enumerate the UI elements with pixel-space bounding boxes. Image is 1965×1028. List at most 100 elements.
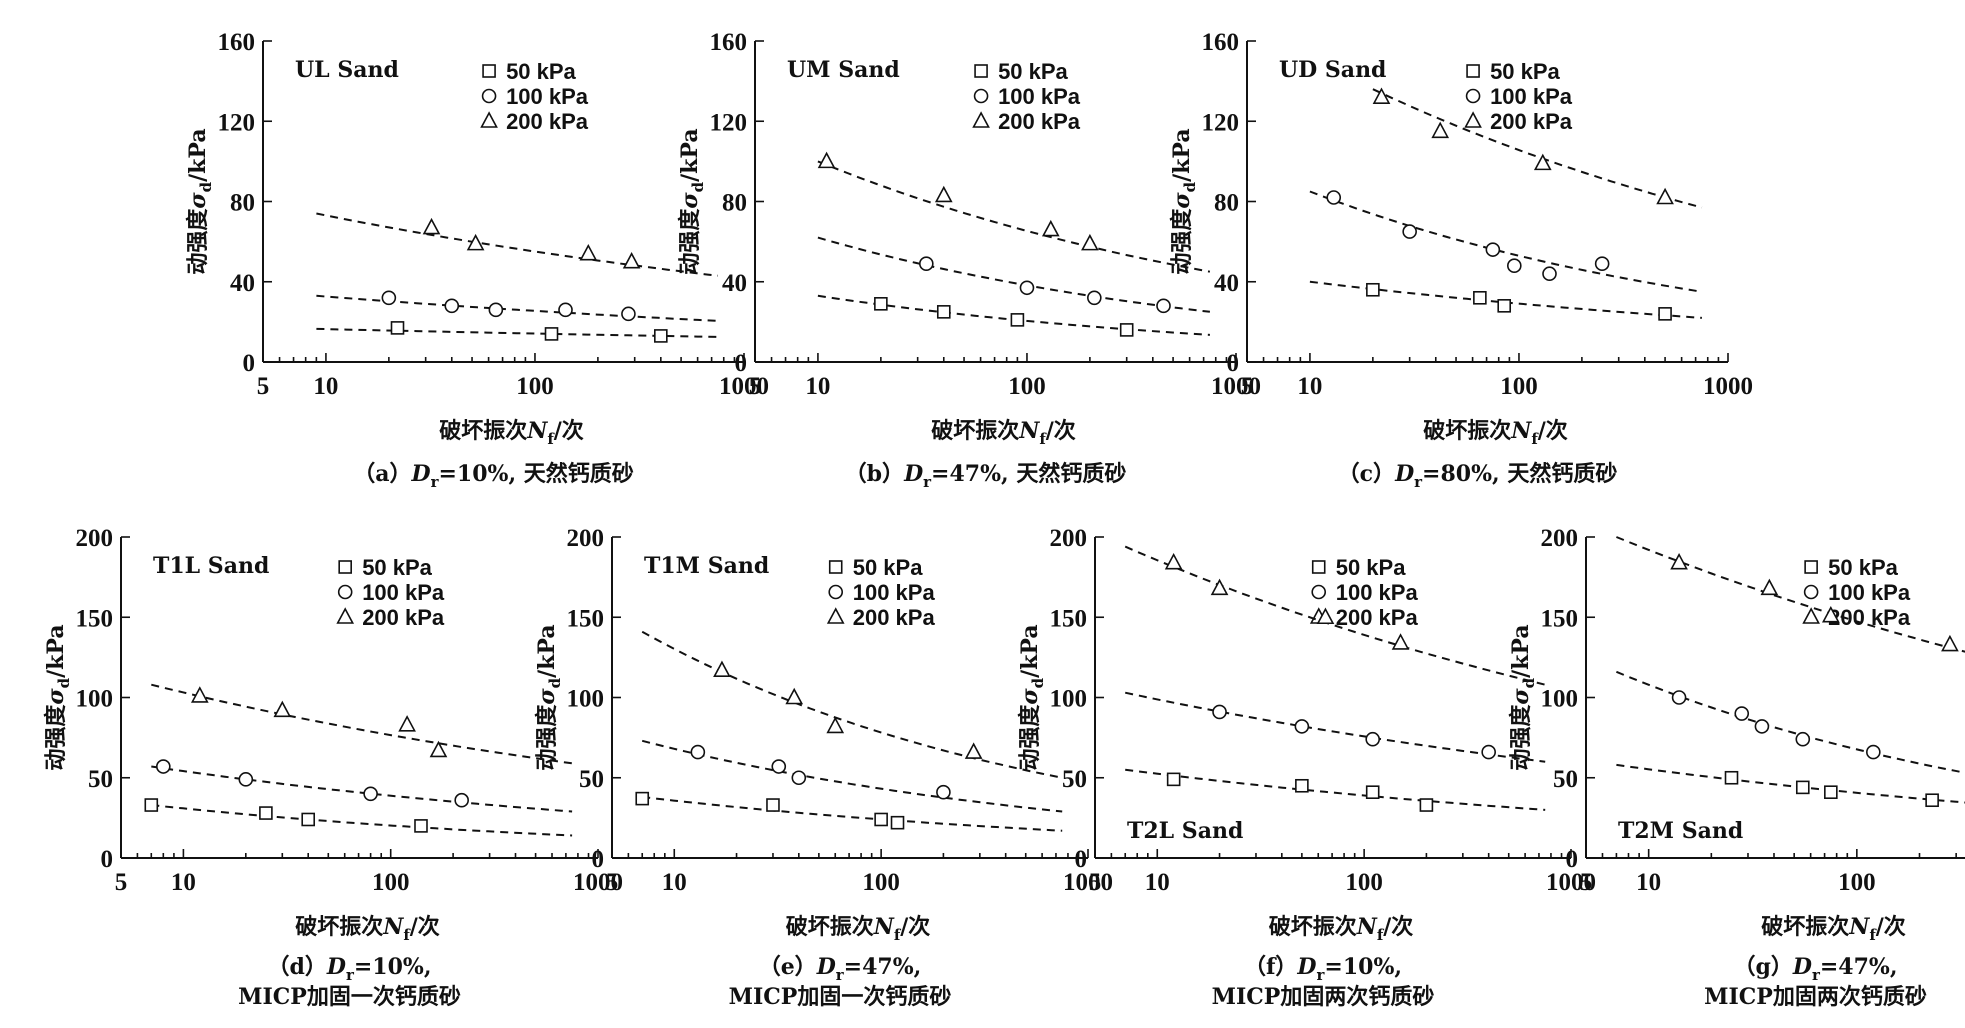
data-point-square	[1724, 770, 1739, 785]
data-point-circle	[1294, 719, 1310, 734]
y-label-var: σ	[1169, 192, 1195, 209]
y-label-main: 动强度	[534, 704, 560, 771]
data-point-circle	[690, 744, 706, 760]
legend-label: 50 kPa	[506, 59, 576, 84]
y-tick-label: 0	[735, 350, 748, 377]
data-point-square	[635, 791, 650, 806]
legend-label: 50 kPa	[1828, 555, 1898, 580]
data-point-circle	[1795, 731, 1811, 747]
y-tick-label: 150	[567, 605, 605, 632]
data-point-circle	[444, 298, 460, 314]
data-point-triangle	[1760, 578, 1779, 596]
x-label-main: 破坏振次	[295, 914, 383, 940]
y-tick-label: 80	[1214, 190, 1239, 217]
y-axis-label: 动强度σd/kPa	[1508, 624, 1538, 770]
caption-rest: =10%,	[354, 954, 432, 980]
chart-panel-b: 5 10 100 100004080120160动强度σd/kPa破坏振次Nf/次UM…	[677, 29, 1261, 491]
data-point-triangle	[1210, 578, 1229, 596]
data-point-circle	[621, 306, 636, 322]
panel-title: T2M Sand	[1618, 818, 1743, 844]
data-point-triangle	[1041, 219, 1060, 237]
y-tick-label: 0	[1566, 846, 1579, 873]
y-tick-label: 150	[76, 605, 114, 632]
caption-sub: r	[836, 966, 845, 984]
y-label-main: 动强度	[1169, 208, 1195, 275]
x-axis-label: 破坏振次Nf/次	[439, 418, 584, 448]
y-label-main: 动强度	[1017, 704, 1043, 771]
y-label-sub: d	[1181, 181, 1199, 192]
legend-label: 100 kPa	[1336, 580, 1419, 605]
legend-label: 100 kPa	[853, 580, 936, 605]
caption-prefix: （d）	[268, 954, 327, 980]
panel-caption-line2: MICP加固两次钙质砂	[1704, 984, 1927, 1010]
data-point-square	[654, 329, 668, 343]
caption-prefix: （c）	[1338, 461, 1395, 487]
data-point-triangle	[429, 740, 448, 758]
legend-marker-triangle	[1802, 607, 1820, 624]
data-point-triangle	[785, 687, 804, 705]
panel-title: T1L Sand	[153, 553, 269, 579]
data-point-square	[144, 798, 159, 812]
legend-marker-triangle	[1464, 111, 1482, 128]
data-point-circle	[1087, 290, 1102, 306]
x-tick-label: 1000	[1211, 373, 1261, 400]
x-tick-label: 1000	[1546, 869, 1596, 896]
fit-curve	[151, 804, 573, 837]
data-point-square	[936, 305, 951, 319]
panel-caption: （a）Dr=10%, 天然钙质砂	[353, 461, 634, 491]
x-label-var: N	[873, 914, 895, 940]
x-tick-label: 1000	[1063, 869, 1113, 896]
x-tick-label: 5	[1089, 869, 1102, 896]
x-tick-label: 5	[257, 373, 270, 400]
y-label-sub: d	[546, 677, 564, 688]
y-tick-label: 120	[218, 109, 256, 136]
legend-marker-square	[482, 64, 496, 78]
caption-prefix: （g）	[1734, 954, 1793, 980]
y-tick-label: 200	[1050, 525, 1088, 552]
y-label-unit: /kPa	[534, 624, 560, 678]
data-point-square	[1166, 772, 1181, 787]
fit-curve	[817, 236, 1211, 313]
data-point-square	[544, 327, 559, 341]
data-point-triangle	[579, 243, 598, 261]
y-tick-label: 0	[592, 846, 605, 873]
y-axis-label: 动强度σd/kPa	[677, 128, 707, 274]
legend-marker-triangle	[972, 111, 990, 128]
y-label-main: 动强度	[677, 208, 703, 275]
data-point-circle	[1866, 744, 1881, 760]
panel-caption-line2: MICP加固一次钙质砂	[238, 984, 461, 1010]
y-tick-label: 80	[230, 190, 255, 217]
x-axis-label: 破坏振次Nf/次	[1761, 914, 1906, 944]
caption-var: D	[411, 461, 431, 487]
caption-rest: =80%, 天然钙质砂	[1422, 461, 1617, 487]
y-tick-label: 0	[243, 350, 256, 377]
data-point-triangle	[1941, 634, 1959, 652]
caption-prefix: （f）	[1244, 954, 1297, 980]
data-point-square	[1365, 785, 1380, 799]
data-point-square	[1119, 323, 1134, 337]
y-label-sub: d	[1520, 677, 1538, 688]
panel-caption: （c）Dr=80%, 天然钙质砂	[1338, 461, 1618, 491]
data-point-square	[259, 806, 273, 820]
data-point-circle	[238, 772, 254, 787]
x-label-main: 破坏振次	[1761, 914, 1849, 940]
data-point-circle	[1734, 706, 1750, 721]
y-tick-label: 120	[1202, 109, 1240, 136]
data-point-circle	[1507, 258, 1522, 274]
y-label-var: σ	[43, 688, 69, 705]
x-label-sub: f	[894, 926, 902, 944]
data-point-square	[390, 321, 405, 335]
caption-prefix: （b）	[845, 461, 904, 487]
chart-panel-d: 5 10 100 1000050100150200动强度σd/kPa破坏振次Nf/次T…	[43, 525, 623, 1010]
data-point-square	[414, 819, 428, 833]
x-label-sub: f	[1377, 926, 1385, 944]
x-label-sub: f	[1039, 430, 1047, 448]
fit-curve	[1616, 536, 1965, 653]
caption-var: D	[1296, 954, 1316, 980]
legend-label: 50 kPa	[1336, 555, 1406, 580]
y-tick-label: 100	[567, 686, 605, 713]
legend-label: 100 kPa	[362, 580, 445, 605]
y-label-unit: /kPa	[1017, 624, 1043, 678]
y-tick-label: 160	[710, 29, 748, 56]
